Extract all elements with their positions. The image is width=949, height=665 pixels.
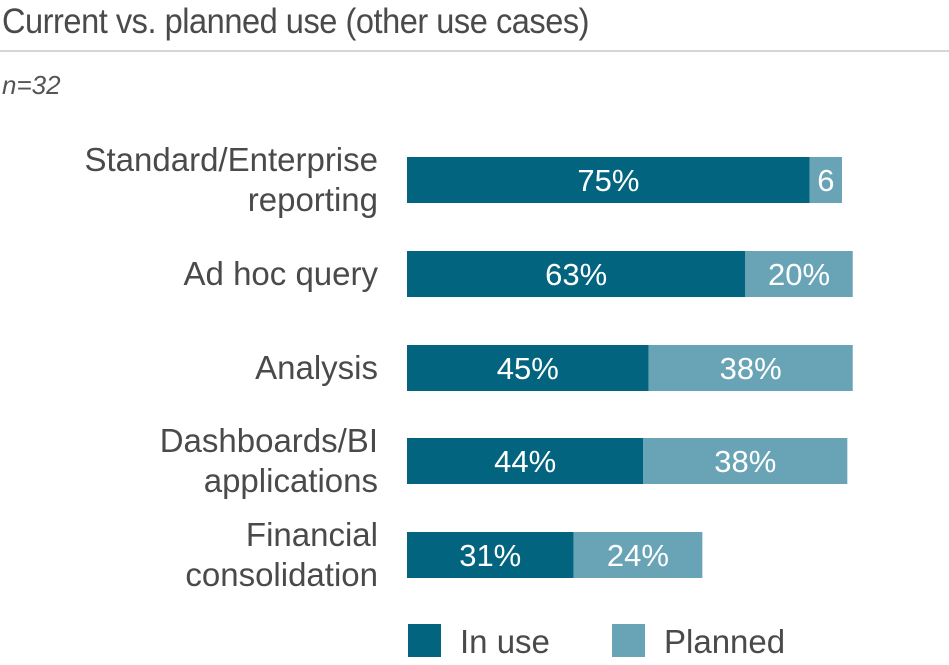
data-label: 63% bbox=[545, 257, 607, 292]
legend-swatch bbox=[408, 624, 441, 657]
data-label: 45% bbox=[497, 351, 559, 386]
bar-in-use bbox=[407, 345, 649, 391]
data-label: 24% bbox=[607, 538, 669, 573]
data-label: 44% bbox=[494, 444, 556, 479]
bar-planned bbox=[573, 532, 703, 578]
bar-planned bbox=[745, 251, 853, 297]
bar-in-use bbox=[407, 157, 810, 203]
category-label: Analysis bbox=[255, 349, 378, 386]
legend-label: Planned bbox=[664, 623, 785, 660]
data-label: 38% bbox=[714, 444, 776, 479]
bar-planned bbox=[643, 438, 848, 484]
data-label: 20% bbox=[768, 257, 830, 292]
bar-in-use bbox=[407, 438, 644, 484]
bar-in-use bbox=[407, 532, 574, 578]
category-label: Financial consolidation bbox=[185, 516, 378, 593]
legend-swatch bbox=[612, 624, 645, 657]
legend-label: In use bbox=[460, 623, 550, 660]
data-label: 31% bbox=[459, 538, 521, 573]
bar-in-use bbox=[407, 251, 746, 297]
data-label: 75% bbox=[577, 163, 639, 198]
category-label: Standard/Enterprise reporting bbox=[84, 141, 378, 218]
chart-subtitle: n=32 bbox=[2, 70, 61, 100]
category-label: Ad hoc query bbox=[184, 255, 379, 292]
data-label: 38% bbox=[720, 351, 782, 386]
category-label: Dashboards/BI applications bbox=[160, 422, 378, 499]
bar-planned bbox=[809, 157, 842, 203]
chart-title: Current vs. planned use (other use cases… bbox=[2, 2, 590, 41]
data-label: 6 bbox=[817, 163, 834, 198]
title-divider bbox=[0, 50, 949, 52]
bar-planned bbox=[648, 345, 853, 391]
